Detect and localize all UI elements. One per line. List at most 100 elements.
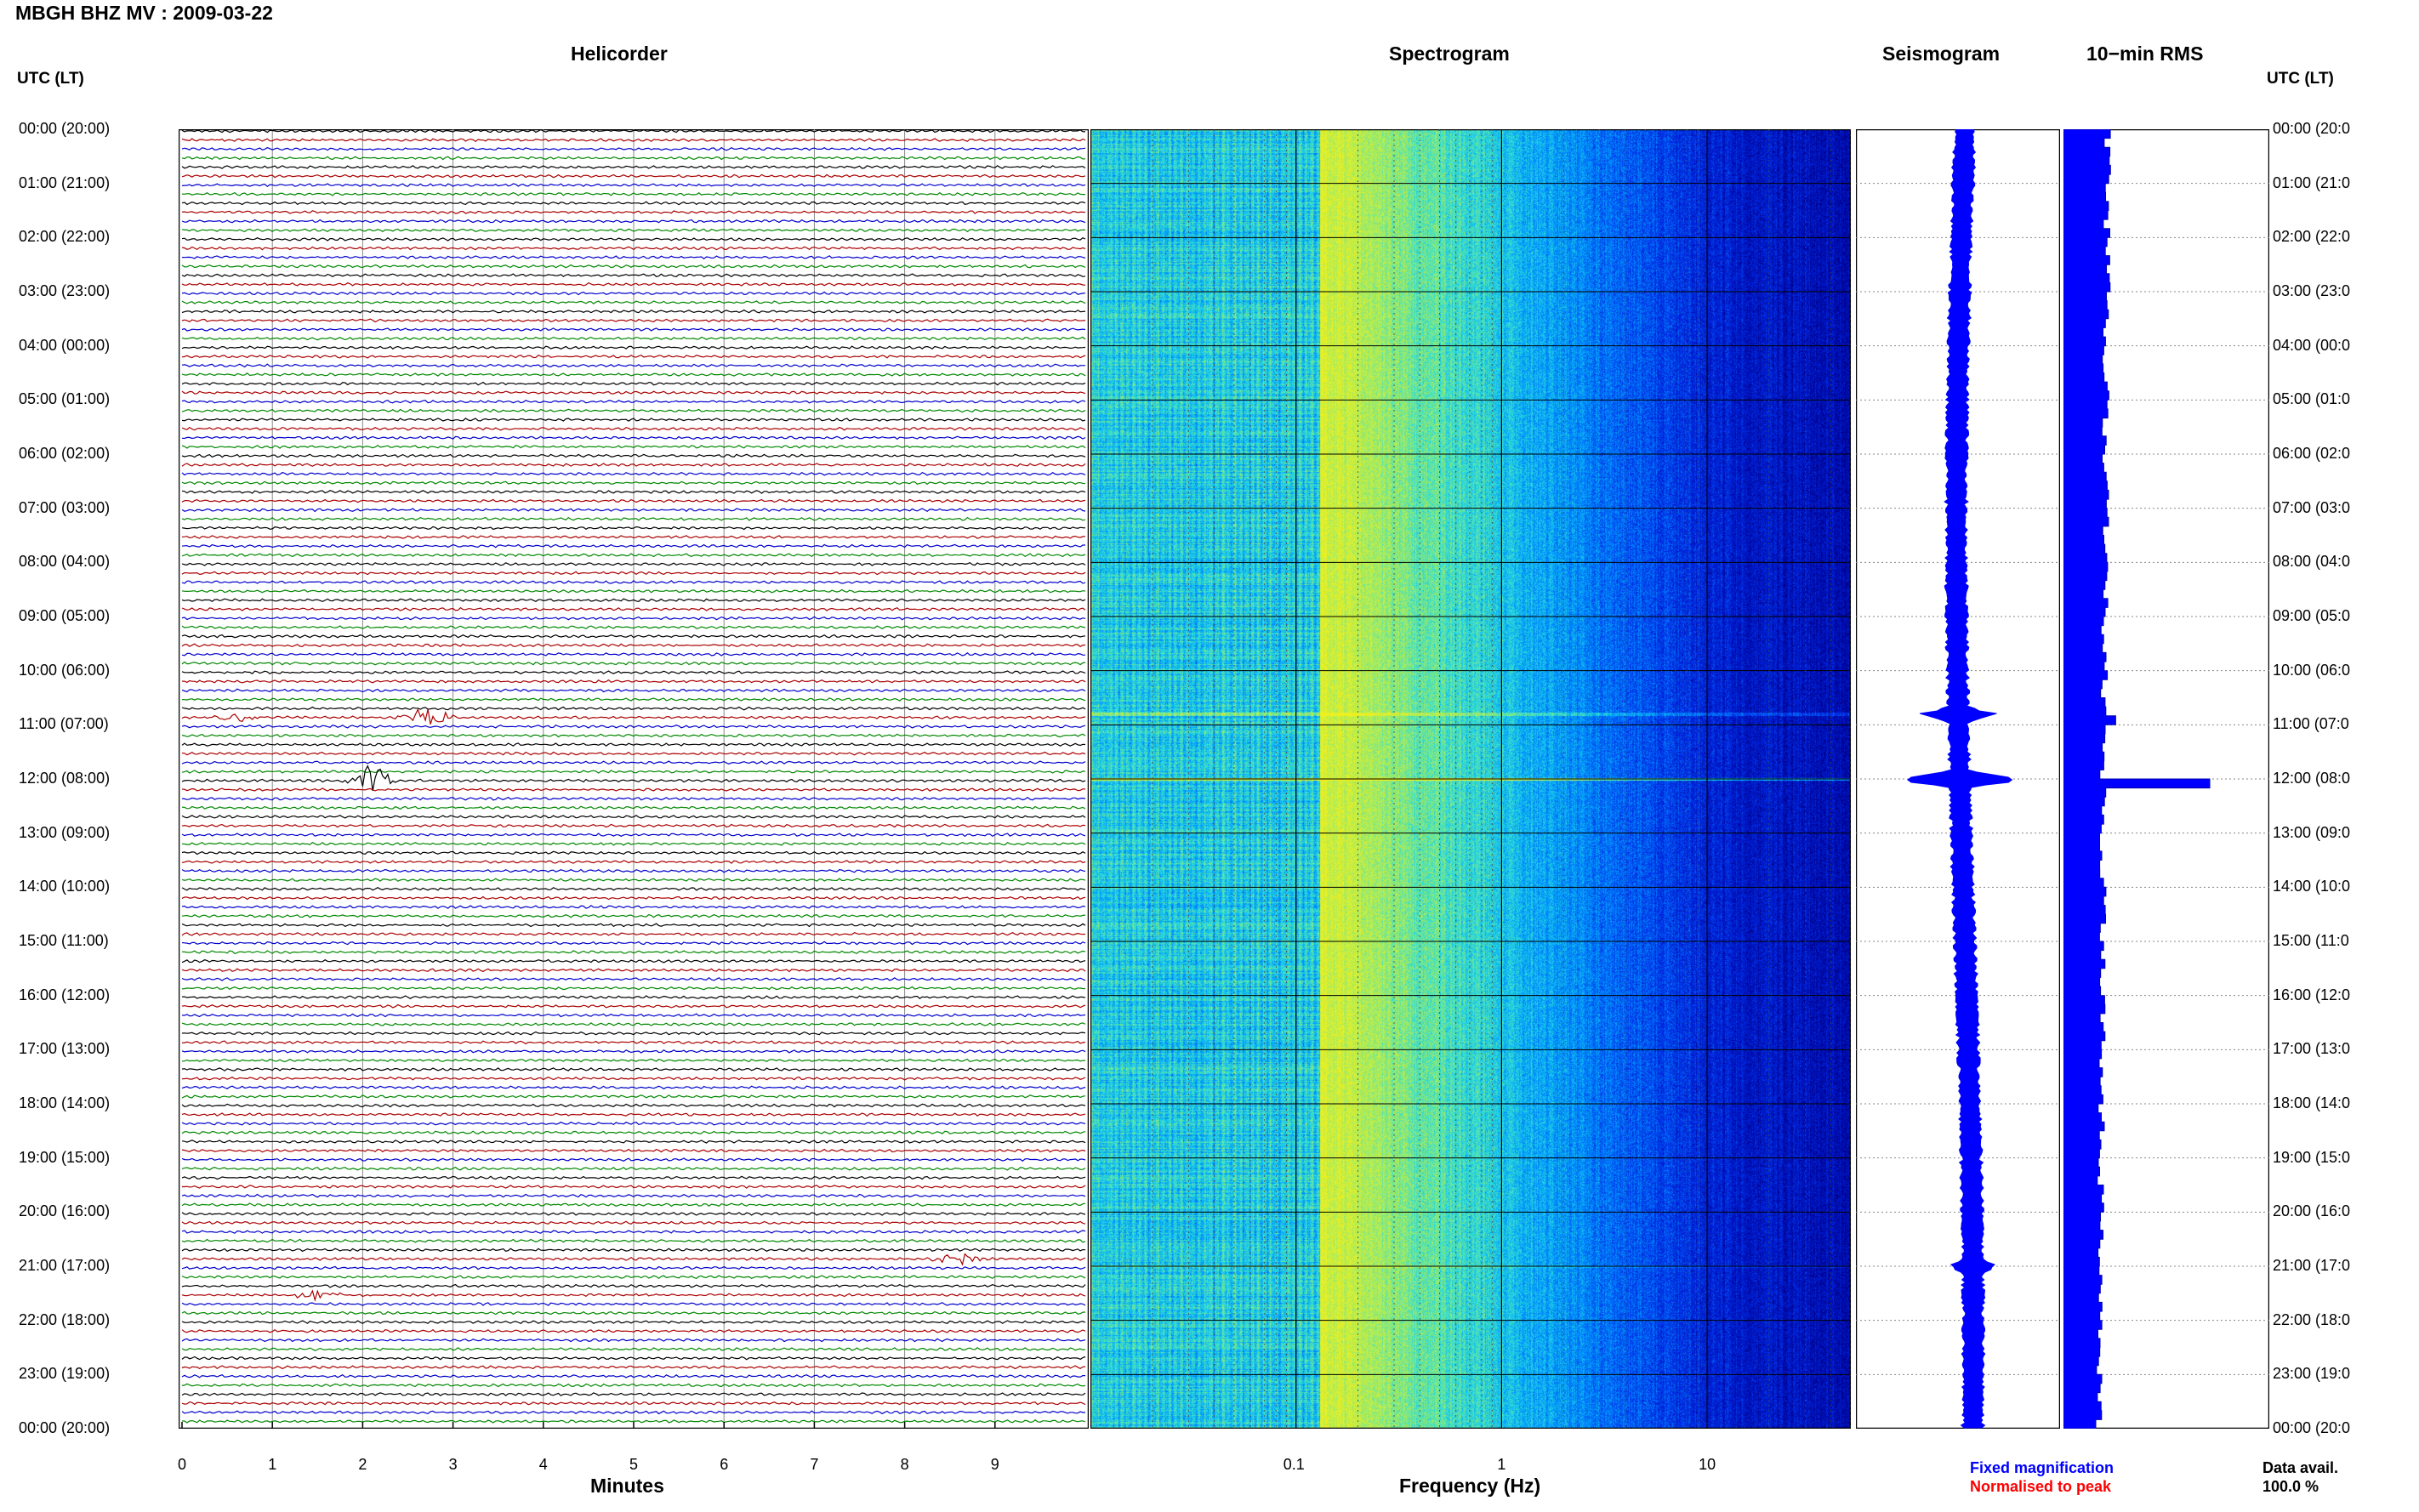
left-time-label: 09:00 (05:00) <box>19 607 111 624</box>
helicorder-trace <box>181 146 1086 151</box>
helicorder-trace <box>181 625 1086 629</box>
helicorder-tick-label: 4 <box>538 1456 548 1473</box>
helicorder-trace <box>181 1013 1086 1018</box>
helicorder-trace <box>181 508 1086 513</box>
seismogram-title: Seismogram <box>1882 43 2001 65</box>
left-time-label: 10:00 (06:00) <box>19 661 111 679</box>
page-title: MBGH BHZ MV : 2009-03-22 <box>15 2 273 24</box>
right-time-label: 17:00 (13:0 <box>2273 1040 2351 1058</box>
helicorder-trace <box>181 1121 1086 1126</box>
right-time-label: 01:00 (21:0 <box>2273 173 2351 191</box>
helicorder-trace <box>181 1410 1085 1415</box>
helicorder-trace <box>181 787 1086 792</box>
helicorder-trace <box>181 751 1086 756</box>
helicorder-trace <box>181 913 1086 918</box>
helicorder-trace <box>181 588 1086 594</box>
right-time-label: 06:00 (02:0 <box>2273 445 2351 462</box>
helicorder-trace <box>182 1185 1086 1189</box>
helicorder-trace <box>181 742 1086 747</box>
helicorder-trace <box>181 968 1086 973</box>
rms-title: 10−min RMS <box>2086 43 2204 65</box>
helicorder-trace <box>181 688 1086 693</box>
helicorder-trace <box>181 977 1086 981</box>
helicorder-trace <box>181 1356 1086 1361</box>
helicorder-tick-label: 6 <box>720 1456 729 1473</box>
left-time-label: 08:00 (04:00) <box>19 553 111 571</box>
helicorder-trace <box>181 1140 1086 1144</box>
helicorder-tick-label: 2 <box>358 1456 367 1473</box>
helicorder-trace <box>181 733 1086 738</box>
spectrogram-tick-label: 0.1 <box>1283 1456 1305 1473</box>
helicorder-trace <box>181 1418 1086 1424</box>
helicorder-tick-label: 7 <box>810 1456 819 1473</box>
helicorder-trace <box>181 291 1086 296</box>
helicorder-trace <box>181 400 1086 404</box>
right-time-label: 00:00 (20:0 <box>2273 120 2351 137</box>
left-time-label: 22:00 (18:00) <box>19 1310 111 1328</box>
helicorder-trace <box>181 471 1086 476</box>
helicorder-trace <box>181 498 1086 503</box>
right-time-label: 09:00 (05:0 <box>2273 607 2351 624</box>
helicorder-trace <box>181 815 1086 819</box>
left-time-label: 13:00 (09:00) <box>19 823 111 841</box>
right-time-label: 16:00 (12:0 <box>2273 986 2351 1003</box>
right-time-label: 22:00 (18:0 <box>2273 1310 2351 1328</box>
helicorder-trace <box>181 850 1086 855</box>
left-time-label: 12:00 (08:00) <box>19 770 111 787</box>
helicorder-trace <box>181 598 1086 603</box>
legend-fixed-magnification: Fixed magnification <box>1970 1459 2114 1476</box>
helicorder-trace <box>181 708 1086 725</box>
right-time-label: 07:00 (03:0 <box>2273 498 2351 516</box>
helicorder-trace <box>181 932 1086 936</box>
helicorder-trace <box>181 300 1086 304</box>
helicorder-plot <box>179 129 1089 1429</box>
helicorder-trace <box>181 236 1086 242</box>
helicorder-trace <box>181 887 1086 891</box>
left-time-label: 02:00 (22:00) <box>19 228 111 246</box>
helicorder-trace <box>181 724 1086 729</box>
helicorder-x-label: Minutes <box>590 1475 664 1497</box>
helicorder-trace <box>181 1310 1086 1316</box>
helicorder-trace <box>181 408 1086 413</box>
left-time-label: 04:00 (00:00) <box>19 336 111 354</box>
right-time-label: 11:00 (07:0 <box>2273 715 2349 733</box>
helicorder-trace <box>181 1347 1086 1351</box>
right-time-label: 14:00 (10:0 <box>2273 878 2351 895</box>
helicorder-trace <box>181 129 1086 134</box>
helicorder-trace <box>181 390 1086 395</box>
helicorder-trace <box>181 138 1086 143</box>
helicorder-trace <box>181 1302 1086 1306</box>
helicorder-trace <box>181 580 1086 584</box>
helicorder-trace <box>181 706 1086 711</box>
right-time-label: 10:00 (06:0 <box>2273 661 2351 679</box>
helicorder-trace <box>181 1338 1086 1343</box>
helicorder-tick-label: 9 <box>990 1456 999 1473</box>
left-time-label: 15:00 (11:00) <box>19 932 109 949</box>
helicorder-trace <box>181 841 1086 846</box>
helicorder-trace <box>181 923 1086 928</box>
left-time-label: 17:00 (13:00) <box>19 1040 111 1058</box>
helicorder-trace <box>181 1202 1086 1208</box>
helicorder-trace <box>181 246 1086 251</box>
left-time-label: 06:00 (02:00) <box>19 445 111 462</box>
right-time-header: UTC (LT) <box>2267 70 2334 88</box>
helicorder-trace <box>181 444 1086 449</box>
helicorder-trace <box>181 219 1086 224</box>
right-time-label: 23:00 (19:0 <box>2273 1365 2351 1383</box>
seismogram-plot <box>1856 129 2060 1429</box>
helicorder-trace <box>181 697 1086 702</box>
helicorder-trace <box>181 1392 1086 1396</box>
helicorder-trace <box>181 670 1086 675</box>
helicorder-trace <box>181 1238 1086 1243</box>
helicorder-trace <box>181 1248 1086 1253</box>
helicorder-trace <box>181 516 1086 521</box>
helicorder-trace <box>181 526 1086 531</box>
seismogram-trace <box>1907 129 2013 1429</box>
helicorder-trace <box>181 480 1086 486</box>
helicorder-trace <box>181 345 1086 350</box>
data-availability-label: Data avail. <box>2262 1459 2339 1476</box>
helicorder-trace <box>181 905 1086 909</box>
helicorder-trace <box>181 1157 1086 1162</box>
helicorder-trace <box>181 941 1086 946</box>
